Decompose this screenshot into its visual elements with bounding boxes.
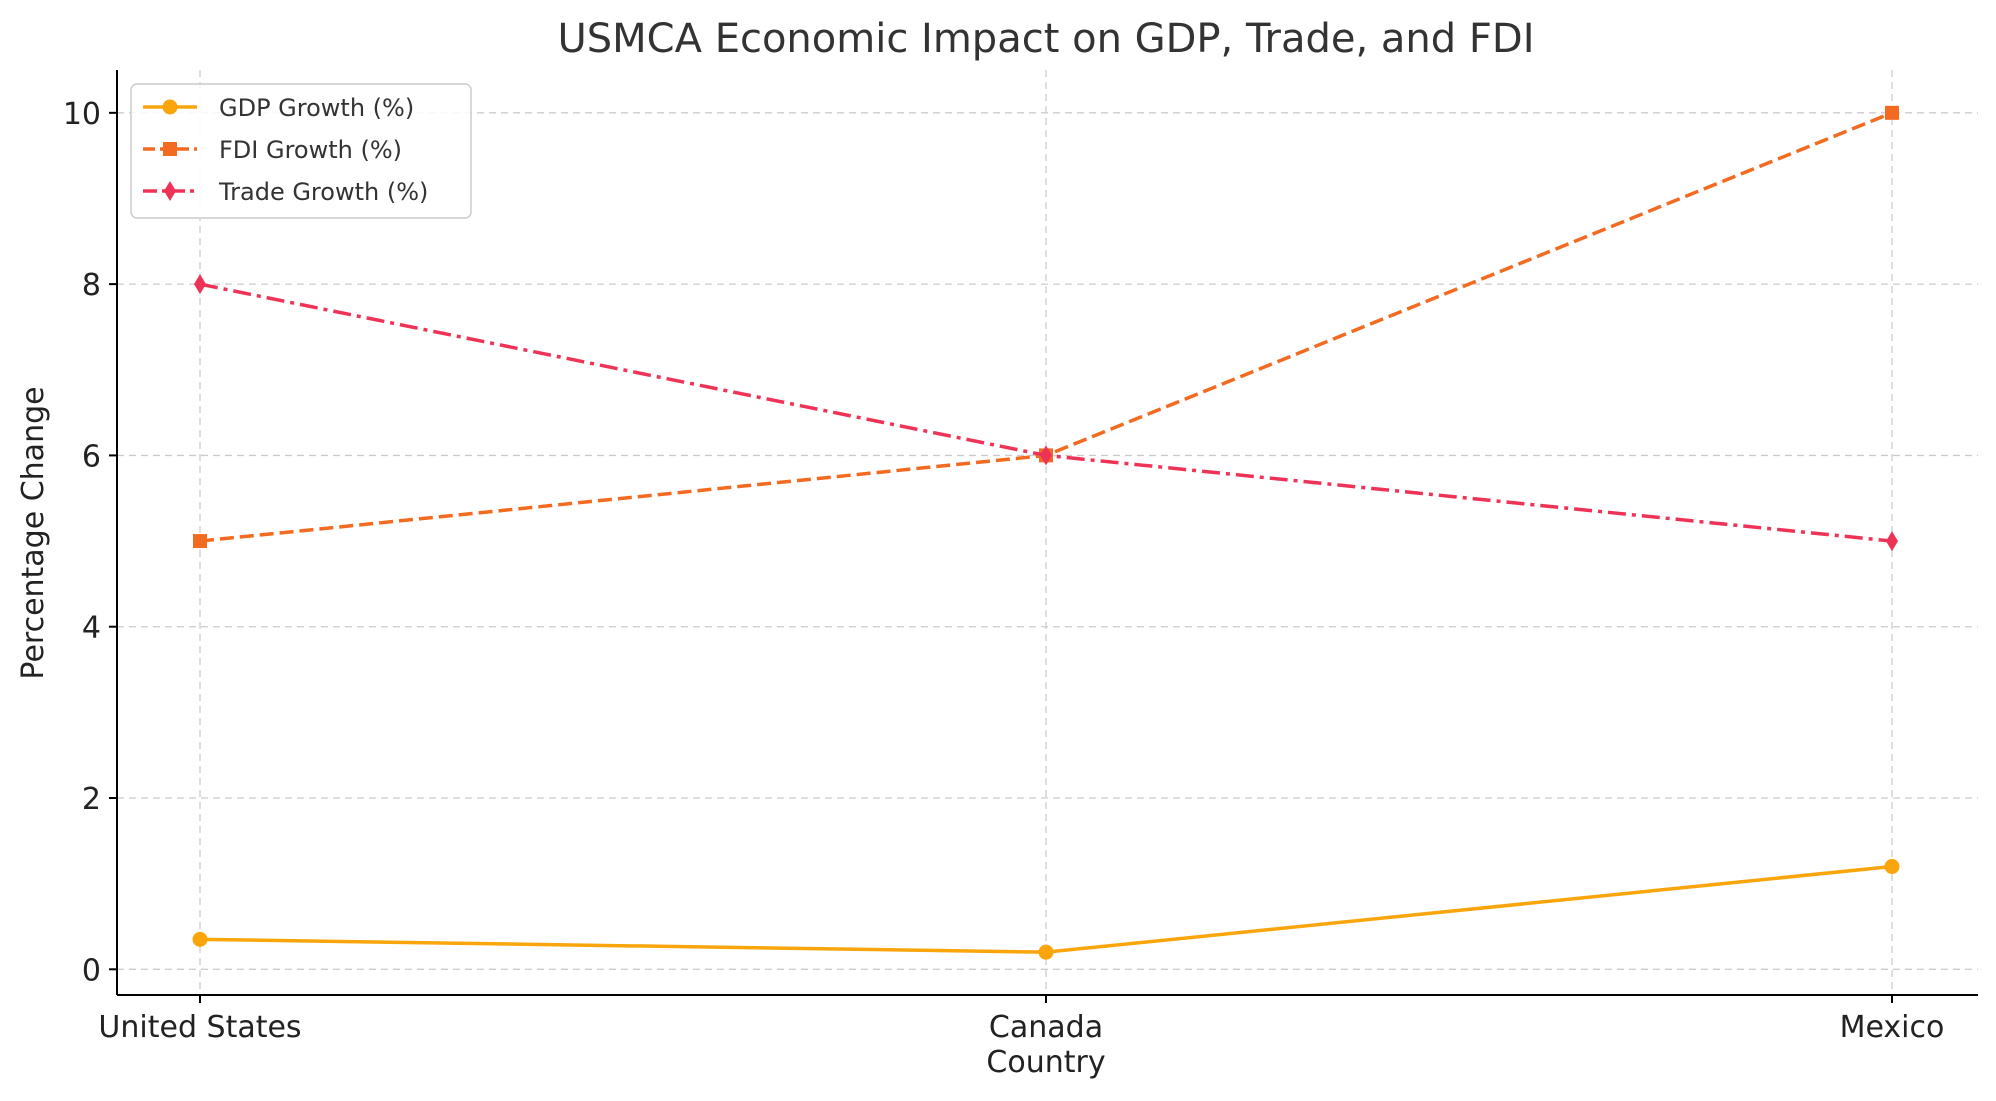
trade-point — [1040, 445, 1052, 466]
trade-series — [194, 274, 1898, 552]
y-tick-label: 10 — [63, 97, 101, 132]
series-layer — [192, 105, 1900, 960]
y-tick-label: 4 — [82, 611, 101, 646]
gdp-point — [192, 931, 208, 947]
legend-item-fdi: FDI Growth (%) — [143, 136, 402, 164]
trade-point — [194, 274, 206, 295]
y-tick-label: 2 — [82, 782, 101, 817]
x-axis-label: Country — [986, 1045, 1105, 1080]
legend-swatch-marker — [163, 142, 177, 156]
fdi-point — [1885, 105, 1899, 120]
legend-label: GDP Growth (%) — [219, 94, 414, 122]
x-tick-label: Canada — [989, 1010, 1103, 1045]
y-axis-label: Percentage Change — [16, 386, 51, 679]
gdp-point — [1884, 859, 1900, 875]
trade-point — [1886, 531, 1898, 552]
y-tick-label: 8 — [82, 268, 101, 303]
y-tick-label: 6 — [82, 439, 101, 474]
legend: GDP Growth (%) FDI Growth (%) Trade Growth… — [130, 83, 472, 219]
legend-label: Trade Growth (%) — [218, 178, 428, 206]
legend-item-trade: Trade Growth (%) — [143, 178, 428, 206]
fdi-point — [193, 534, 207, 549]
chart-title: USMCA Economic Impact on GDP, Trade, and… — [558, 16, 1535, 62]
x-tick-label: United States — [98, 1010, 301, 1045]
gdp-point — [1038, 944, 1054, 960]
gdp-series — [192, 859, 1900, 960]
legend-swatch-marker — [164, 181, 176, 201]
legend-box — [130, 83, 472, 219]
axes-layer: 0 2 4 6 8 10 United States Canada Mexico — [63, 70, 1978, 1045]
legend-label: FDI Growth (%) — [219, 136, 402, 164]
y-tick-label: 0 — [82, 953, 101, 988]
x-tick-label: Mexico — [1840, 1010, 1945, 1045]
legend-swatch-marker — [162, 99, 178, 115]
legend-item-gdp: GDP Growth (%) — [143, 94, 414, 122]
